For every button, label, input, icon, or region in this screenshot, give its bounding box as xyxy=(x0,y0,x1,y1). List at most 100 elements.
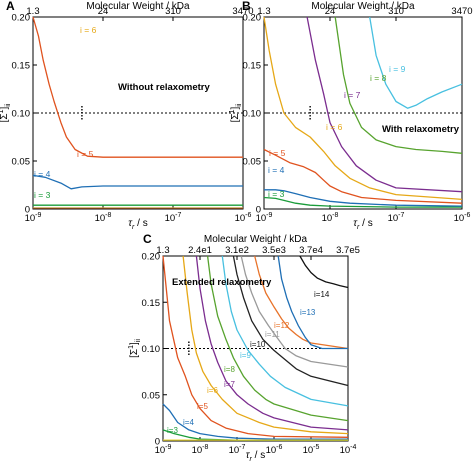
panel-label: A xyxy=(6,0,15,13)
y-axis-label: [Σ1]ii xyxy=(128,339,142,358)
series-label: i = 7 xyxy=(344,90,361,100)
y-tick-label: 0.20 xyxy=(12,13,31,24)
series-line-i=6 xyxy=(182,255,349,435)
series-line-i=5 xyxy=(263,148,463,204)
panel-label: C xyxy=(143,232,152,246)
series-line-i=9 xyxy=(221,255,349,407)
x-axis-label: τr / s xyxy=(353,218,372,231)
y-tick-label: 0.10 xyxy=(142,344,161,355)
top-axis-label: Molecular Weight / kDa xyxy=(204,234,308,245)
top-tick-label: 3.1e2 xyxy=(225,245,249,256)
x-tick-label: 10-5 xyxy=(303,444,320,456)
series-line-i=7 xyxy=(306,16,463,193)
series-label: i=8 xyxy=(224,365,235,374)
x-axis-label: τr / s xyxy=(128,218,147,231)
y-tick-label: 0.20 xyxy=(142,252,161,263)
x-tick-label: 10-8 xyxy=(95,212,112,224)
y-tick-label: 0.10 xyxy=(12,109,31,120)
series-label: i = 6 xyxy=(80,25,97,35)
x-tick-label: 10-4 xyxy=(340,444,357,456)
x-tick-label: 10-9 xyxy=(256,212,273,224)
top-tick-label: 3470 xyxy=(232,6,253,17)
series-label: i = 4 xyxy=(268,165,285,175)
panel-label: B xyxy=(242,0,251,13)
panel-a: A Molecular Weight / kDa 1.3 24 310 3470 0 0.05… xyxy=(0,0,254,231)
series-label: i = 6 xyxy=(326,122,343,132)
y-axis-label: [Σ1]ii xyxy=(0,103,12,122)
x-tick-label: 10-9 xyxy=(155,444,172,456)
series-label: i = 8 xyxy=(370,73,387,83)
panel-annotation: Without relaxometry xyxy=(118,82,210,93)
y-tick-label: 0.10 xyxy=(243,109,262,120)
y-tick-label: 0.05 xyxy=(243,157,262,168)
top-tick-label: 3.7e4 xyxy=(299,245,323,256)
panel-annotation: Extended relaxometry xyxy=(172,277,272,288)
y-tick-label: 0.15 xyxy=(12,61,31,72)
series-label: i = 9 xyxy=(389,64,406,74)
series-line-i=5 xyxy=(162,255,349,438)
top-tick-label: 1.3 xyxy=(156,245,169,256)
series-line-i=7 xyxy=(195,255,349,431)
series-line-i=12 xyxy=(254,255,349,350)
series-label: i=11 xyxy=(265,330,280,339)
y-tick-label: 0 xyxy=(25,205,30,216)
top-tick-label: 2.4e1 xyxy=(188,245,212,256)
y-tick-label: 0.15 xyxy=(142,298,161,309)
series-label: i=7 xyxy=(224,380,235,389)
series-label: i = 3 xyxy=(34,190,51,200)
y-tick-label: 0.15 xyxy=(243,61,262,72)
series-label: i=4 xyxy=(183,418,194,427)
series-line-i=3 xyxy=(263,196,462,208)
top-tick-label: 24 xyxy=(325,6,336,17)
top-tick-label: 1.3 xyxy=(257,6,270,17)
y-tick-label: 0.05 xyxy=(142,390,161,401)
x-tick-label: 10-7 xyxy=(229,444,246,456)
top-tick-label: 24 xyxy=(98,6,109,17)
series-line-i=9 xyxy=(369,16,463,109)
series-label: i = 3 xyxy=(268,189,285,199)
series-label: i=3 xyxy=(167,426,178,435)
series-label: i = 4 xyxy=(34,169,51,179)
top-axis-label: Molecular Weight / kDa xyxy=(86,1,190,12)
series-line-i=5 xyxy=(32,16,243,158)
x-tick-label: 10-7 xyxy=(165,212,182,224)
x-tick-label: 10-7 xyxy=(388,212,405,224)
y-tick-label: 0.05 xyxy=(12,157,31,168)
top-tick-label: 310 xyxy=(165,6,181,17)
series-label: i=9 xyxy=(240,351,251,360)
top-tick-label: 3470 xyxy=(451,6,472,17)
series-line-i=4 xyxy=(162,403,348,440)
panel-b: B Molecular Weight / kDa 1.3 24 310 3470 0 0.05… xyxy=(229,0,473,231)
x-tick-label: 10-9 xyxy=(25,212,42,224)
series-label: i=12 xyxy=(274,321,290,330)
top-tick-label: 310 xyxy=(388,6,404,17)
series-line-i=8 xyxy=(206,255,349,422)
top-axis-label: Molecular Weight / kDa xyxy=(311,1,415,12)
panel-annotation: With relaxometry xyxy=(382,124,460,135)
x-tick-label: 10-8 xyxy=(322,212,339,224)
y-tick-label: 0 xyxy=(256,205,261,216)
series-label: i=10 xyxy=(250,340,266,349)
top-tick-label: 1.3 xyxy=(26,6,39,17)
x-tick-label: 10-6 xyxy=(454,212,471,224)
x-tick-label: 10-6 xyxy=(266,444,283,456)
series-line-i=14 xyxy=(299,255,349,289)
series-label: i = 5 xyxy=(77,149,94,159)
y-axis-label: [Σ1]ii xyxy=(229,103,243,122)
series-line-i=13 xyxy=(277,255,348,350)
series-line-i=4 xyxy=(32,174,243,190)
series-line-i=11 xyxy=(240,255,349,368)
series-line-i=10 xyxy=(232,255,349,387)
x-tick-label: 10-6 xyxy=(235,212,252,224)
top-tick-label: 3.5e3 xyxy=(262,245,286,256)
series-line-i=8 xyxy=(334,16,463,154)
series-label: i=13 xyxy=(300,308,316,317)
series-label: i = 5 xyxy=(269,148,286,158)
series-label: i=6 xyxy=(207,386,218,395)
x-axis-label: τr / s xyxy=(246,450,265,463)
series-line-i=4 xyxy=(264,189,463,207)
y-tick-label: 0 xyxy=(155,437,160,448)
top-tick-label: 3.7e5 xyxy=(336,245,360,256)
series-line-i=6 xyxy=(263,16,463,201)
